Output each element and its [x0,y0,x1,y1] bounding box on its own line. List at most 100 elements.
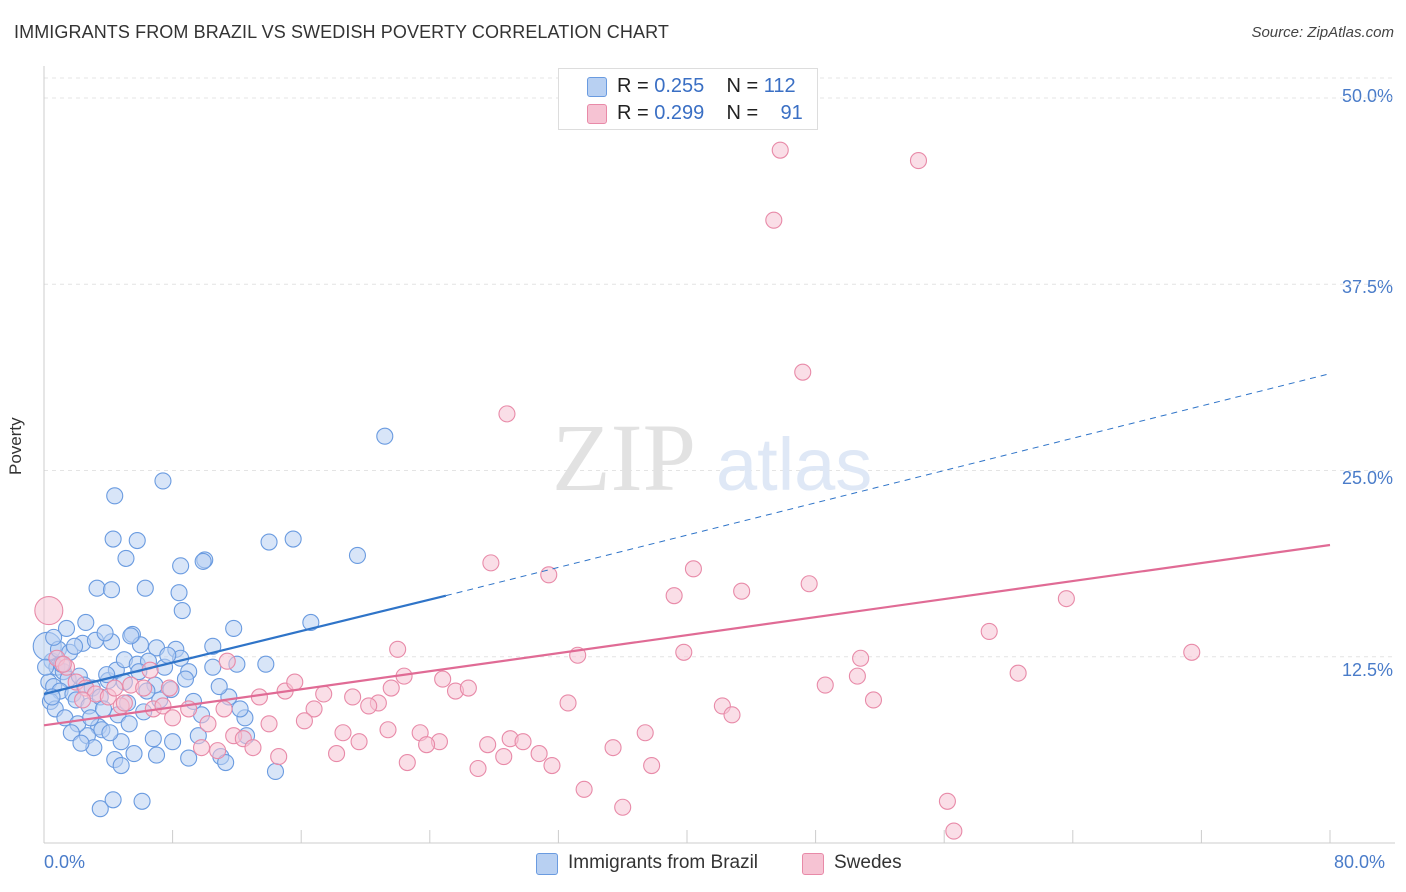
point-brazil [225,619,243,637]
point-brazil [62,724,80,742]
point-swedes [938,792,956,810]
point-brazil [194,552,212,570]
point-brazil [37,658,55,676]
trendline-brazil [43,594,447,696]
point-brazil [112,756,130,775]
point-brazil [104,791,122,809]
point-swedes [1183,643,1201,661]
point-swedes [852,649,870,667]
legend-r-value: 0.255 [654,75,705,97]
point-swedes [115,694,133,712]
point-swedes [209,742,227,760]
legend-n-label: N = [726,102,764,124]
point-swedes [344,688,362,706]
legend-swatch-swedes [587,104,607,124]
point-swedes [733,582,751,600]
point-brazil [204,658,222,676]
point-swedes [106,679,124,697]
legend-r-label: R = [617,75,655,97]
point-brazil [217,753,235,772]
point-swedes [575,780,593,798]
point-brazil [173,602,191,620]
point-swedes [192,739,211,757]
point-swedes [315,685,333,703]
point-swedes [34,596,64,626]
point-swedes [909,152,928,170]
point-swedes [530,745,548,763]
point-swedes [684,560,702,578]
point-swedes [816,676,834,694]
point-brazil [102,581,121,599]
point-swedes [675,643,693,661]
point-brazil [348,546,367,564]
legend-n-value: 91 [780,102,803,124]
point-swedes [665,587,683,605]
point-swedes [482,554,500,572]
point-swedes [723,706,741,724]
source-label: Source: ZipAtlas.com [1251,24,1394,41]
point-brazil [147,746,166,764]
point-brazil [302,613,320,632]
watermark-zip: ZIP [552,404,696,511]
chart-title: IMMIGRANTS FROM BRAZIL VS SWEDISH POVERT… [14,22,669,42]
point-swedes [543,756,561,775]
correlation-legend: R = 0.255 N = 112 R = 0.299 N = 91 [558,68,818,130]
point-swedes [459,679,477,697]
point-swedes [1057,590,1075,608]
point-swedes [794,363,812,381]
point-brazil [120,715,138,733]
watermark-atlas: atlas [716,423,872,506]
point-brazil [122,627,140,645]
trendline-brazil-projection [445,373,1331,597]
point-brazil [133,792,151,810]
bottom-legend-swatch-brazil [536,853,558,875]
point-brazil [96,624,114,642]
point-swedes [864,691,883,709]
point-swedes [328,745,346,763]
point-swedes [771,141,789,159]
point-swedes [218,652,236,670]
point-swedes [469,759,487,778]
x-tick-label-max: 80.0% [1334,852,1386,872]
point-swedes [334,724,352,742]
legend-r-label: R = [617,102,655,124]
point-brazil [159,646,177,664]
point-brazil [88,579,106,597]
point-swedes [945,822,963,840]
point-brazil [72,734,90,752]
point-brazil [204,637,222,655]
point-brazil [91,800,109,818]
point-swedes [389,640,407,658]
point-swedes [614,798,632,816]
point-swedes [286,673,304,691]
point-swedes [382,679,400,697]
point-swedes [244,739,262,757]
point-brazil [112,733,130,751]
point-swedes [164,709,182,727]
point-swedes [559,694,577,712]
point-swedes [434,670,452,688]
point-swedes [379,721,397,739]
point-brazil [125,745,143,763]
point-brazil [170,584,188,602]
point-swedes [295,712,313,730]
point-swedes [495,748,513,766]
bottom-legend-label-swedes: Swedes [834,852,902,873]
point-swedes [305,700,323,718]
point-brazil [266,762,285,781]
point-brazil [180,749,198,767]
point-brazil [176,670,195,688]
point-swedes [199,715,217,733]
point-swedes [636,724,654,742]
point-swedes [74,691,92,709]
point-brazil [77,613,95,632]
legend-n-value: 112 [763,75,796,97]
point-swedes [765,211,783,229]
point-swedes [479,736,497,754]
point-swedes [350,733,368,751]
point-brazil [257,655,275,673]
point-swedes [398,753,416,772]
x-tick-label-min: 0.0% [44,852,86,872]
point-swedes [643,756,661,775]
